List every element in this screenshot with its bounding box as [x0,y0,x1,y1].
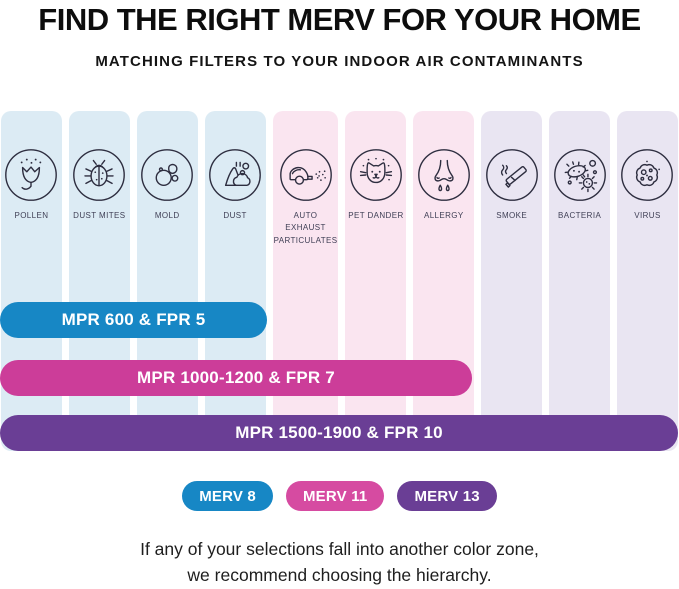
badge-label: MERV 8 [199,487,256,505]
column-label: PET DANDER [348,211,404,220]
zone-bar-label: MPR 1000-1200 & FPR 7 [137,368,335,387]
smoke-icon [485,149,538,201]
column-label: POLLEN [14,211,49,220]
page-title: FIND THE RIGHT MERV FOR YOUR HOME [38,2,641,37]
column-virus: VIRUS [617,111,678,451]
column-mold: MOLD [136,111,198,451]
column-pet-dander: PET DANDER [345,111,407,451]
pet-dander-icon [350,149,402,201]
zone-bar-merv13: MPR 1500-1900 & FPR 10 [0,415,678,451]
column-auto-exhaust: AUTO EXHAUST PARTICULATES [272,111,339,451]
column-bacteria: BACTERIA [549,111,611,451]
bacteria-icon [553,149,606,201]
column-label: ALLERGY [423,211,464,220]
footer-line-1: If any of your selections fall into anot… [140,539,539,559]
mold-icon [141,149,194,201]
pollen-icon [5,149,58,201]
dust-mites-icon [73,149,126,201]
column-allergy: ALLERGY [413,111,475,451]
column-label: MOLD [154,211,180,220]
virus-icon [621,149,674,201]
zone-bar-label: MPR 600 & FPR 5 [61,310,206,329]
allergy-icon [417,149,470,201]
column-label: SMOKE [496,211,528,220]
merv-11-badge: MERV 11 [285,481,385,511]
merv-legend: MERV 8 MERV 11 MERV 13 [0,481,679,511]
column-dust-mites: DUST MITES [68,111,130,451]
zone-bar-merv11: MPR 1000-1200 & FPR 7 [0,360,472,396]
contaminant-columns: POLLEN DUST MITES [1,111,678,451]
zone-bar-label: MPR 1500-1900 & FPR 10 [235,423,443,442]
badge-label: MERV 11 [302,487,368,505]
merv-13-badge: MERV 13 [397,481,497,511]
footer-line-2: we recommend choosing the hierarchy. [187,565,492,586]
column-label: AUTO EXHAUST PARTICULATES [273,211,338,245]
column-label: DUST MITES [73,211,126,220]
merv-8-badge: MERV 8 [182,481,273,511]
column-label: DUST [223,211,247,220]
auto-exhaust-icon [279,149,332,201]
badge-label: MERV 13 [414,487,480,505]
column-dust: DUST [204,111,266,451]
zone-bar-merv8: MPR 600 & FPR 5 [0,302,267,338]
dust-icon [209,149,262,201]
column-label: BACTERIA [557,211,602,220]
column-pollen: POLLEN [1,111,62,451]
column-label: VIRUS [634,211,661,220]
footer-note: If any of your selections fall into anot… [0,536,679,589]
page-subtitle: MATCHING FILTERS TO YOUR INDOOR AIR CONT… [95,53,584,70]
column-smoke: SMOKE [481,111,543,451]
